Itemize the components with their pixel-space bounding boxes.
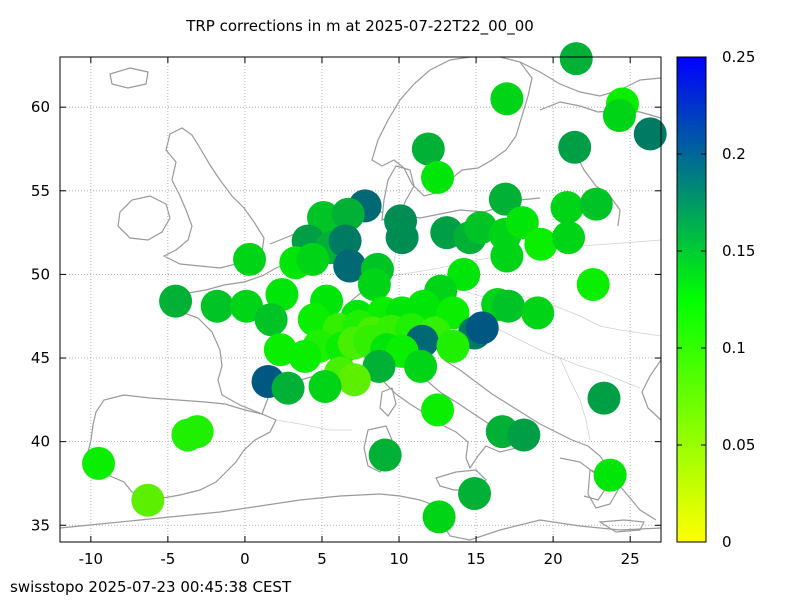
x-tick-label: -10 (79, 550, 104, 568)
station-marker (490, 82, 524, 116)
x-tick-label: -5 (160, 550, 175, 568)
x-axis-ticks: -10 -5 0 5 10 15 20 25 (79, 57, 640, 568)
station-marker (447, 257, 481, 291)
x-tick-label: 0 (240, 550, 250, 568)
y-tick-label: 50 (31, 265, 50, 283)
station-marker (296, 242, 330, 276)
station-marker (550, 191, 584, 225)
x-tick-label: 20 (544, 550, 563, 568)
station-marker (411, 132, 445, 166)
station-marker (307, 201, 341, 235)
station-marker (552, 221, 586, 255)
station-marker (505, 206, 539, 240)
station-marker (488, 182, 522, 216)
y-tick-label: 45 (31, 349, 50, 367)
station-marker (328, 224, 362, 258)
station-marker (521, 296, 555, 330)
station-marker (254, 303, 288, 337)
station-marker (362, 349, 396, 383)
y-tick-label: 60 (31, 98, 50, 116)
station-marker (357, 267, 391, 301)
station-marker (385, 221, 419, 255)
x-tick-label: 10 (389, 550, 408, 568)
station-marker (297, 303, 331, 337)
station-marker (159, 284, 193, 318)
station-marker (559, 42, 593, 76)
coastline-map (60, 57, 661, 541)
x-tick-label: 15 (467, 550, 486, 568)
station-marker (308, 369, 342, 403)
station-marker (288, 339, 322, 373)
station-markers (82, 42, 667, 534)
station-marker (579, 187, 613, 221)
colorbar (676, 56, 707, 543)
plot-frame (59, 56, 662, 543)
station-marker (200, 289, 234, 323)
station-marker (233, 242, 267, 276)
station-marker (229, 289, 263, 323)
station-marker (271, 371, 305, 405)
station-marker (558, 130, 592, 164)
colorbar-ticks: 0 0.05 0.1 0.15 0.2 0.25 (677, 48, 755, 551)
colorbar-tick-label: 0.05 (722, 436, 755, 454)
station-marker (331, 197, 365, 231)
colorbar-tick-label: 0.25 (722, 48, 755, 66)
x-tick-label: 5 (317, 550, 327, 568)
station-marker (131, 483, 165, 517)
station-marker (333, 249, 367, 283)
y-axis-ticks: 35 40 45 50 55 60 (31, 98, 661, 534)
station-marker (404, 349, 438, 383)
station-marker (524, 227, 558, 261)
station-marker (593, 458, 627, 492)
chart-title: TRP corrections in m at 2025-07-22T22_00… (186, 17, 534, 35)
colorbar-tick-label: 0.15 (722, 242, 755, 260)
station-marker (82, 446, 116, 480)
station-marker (576, 267, 610, 301)
station-marker (422, 500, 456, 534)
station-marker (180, 415, 214, 449)
station-marker (491, 289, 525, 323)
station-marker (337, 363, 371, 397)
grid-lines (60, 57, 661, 542)
station-marker (436, 329, 470, 363)
station-marker (507, 418, 541, 452)
station-marker (465, 311, 499, 345)
station-marker (421, 393, 455, 427)
station-marker (421, 160, 455, 194)
colorbar-tick-label: 0 (722, 533, 732, 551)
station-marker (602, 99, 636, 133)
station-marker (458, 477, 492, 510)
y-tick-label: 40 (31, 433, 50, 451)
colorbar-tick-label: 0.1 (722, 339, 746, 357)
footer-credit: swisstopo 2025-07-23 00:45:38 CEST (10, 578, 292, 596)
x-tick-label: 25 (621, 550, 640, 568)
station-marker (633, 117, 667, 151)
y-tick-label: 35 (31, 516, 50, 534)
colorbar-tick-label: 0.2 (722, 145, 746, 163)
station-marker (490, 239, 524, 273)
y-tick-label: 55 (31, 182, 50, 200)
station-marker (587, 381, 621, 415)
station-marker (368, 438, 402, 472)
station-marker (265, 277, 299, 311)
